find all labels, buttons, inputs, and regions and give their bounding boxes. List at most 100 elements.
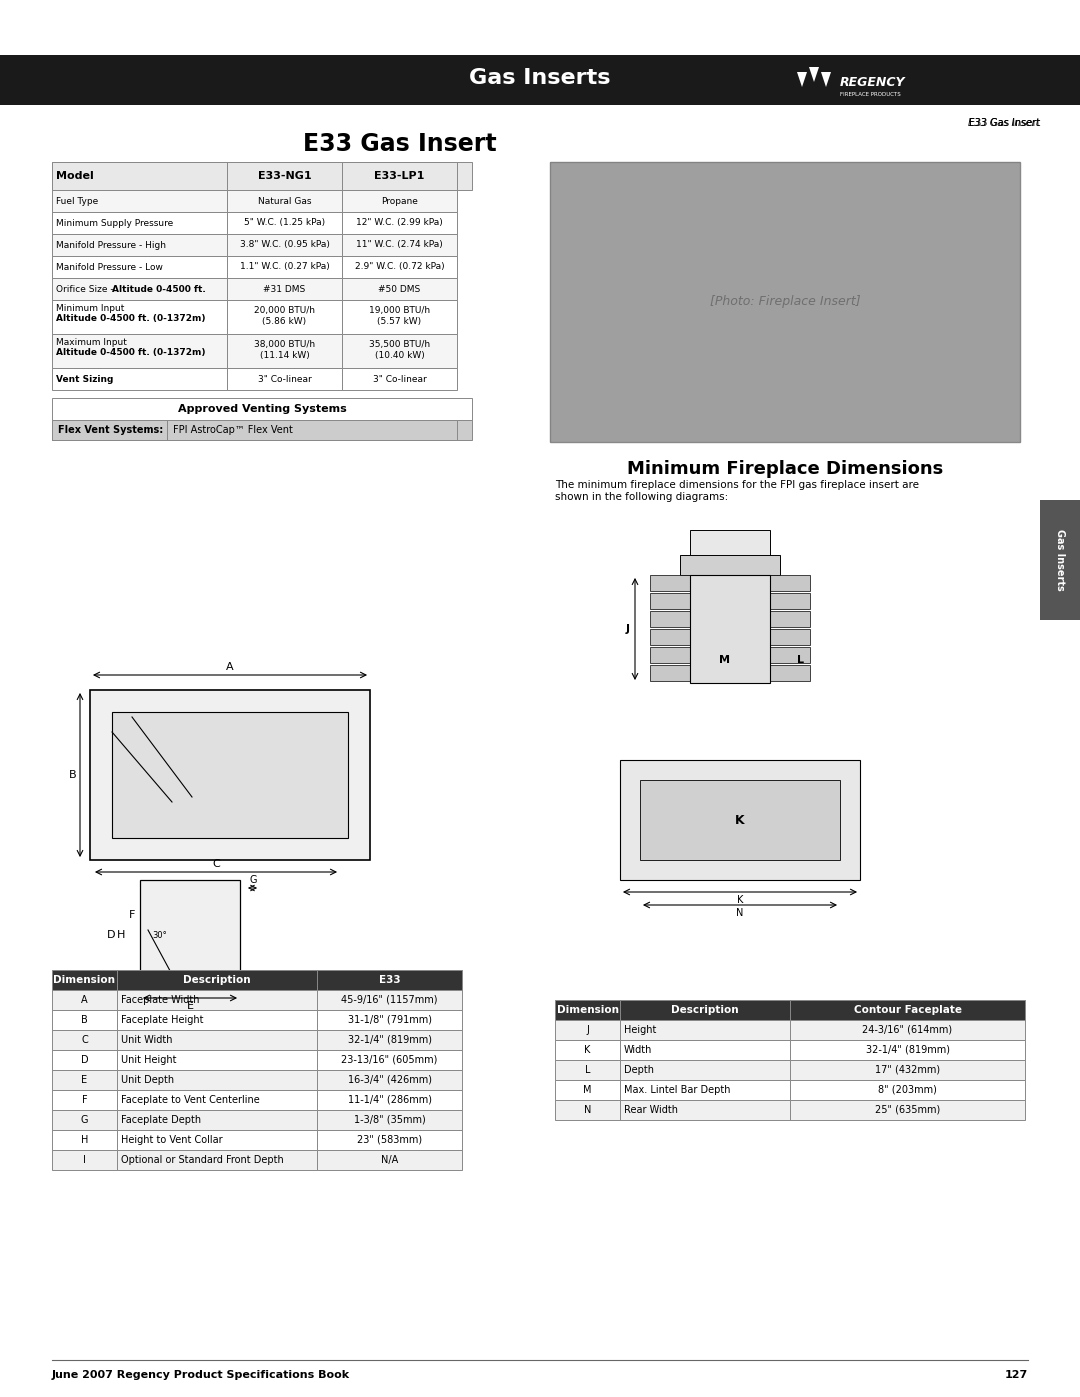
Text: Rear Width: Rear Width (624, 1105, 678, 1115)
Text: 23-13/16" (605mm): 23-13/16" (605mm) (341, 1055, 437, 1065)
Text: Flex Vent Systems:: Flex Vent Systems: (57, 425, 163, 434)
Text: L: L (797, 655, 804, 665)
Text: 31-1/8" (791mm): 31-1/8" (791mm) (348, 1016, 432, 1025)
Text: 30°: 30° (152, 930, 166, 940)
Bar (650, 610, 690, 627)
Bar (342, 334, 457, 367)
Bar (789, 1039, 1025, 1060)
Bar (342, 190, 457, 212)
Bar (52, 278, 227, 300)
Bar (52, 162, 227, 190)
Bar (117, 1010, 318, 1030)
Bar (227, 278, 342, 300)
Bar (620, 1060, 789, 1080)
Text: Optional or Standard Front Depth: Optional or Standard Front Depth (121, 1155, 284, 1165)
Text: 1.1" W.C. (0.27 kPa): 1.1" W.C. (0.27 kPa) (240, 263, 329, 271)
Bar (650, 629, 690, 645)
Bar (52, 190, 227, 212)
Bar (318, 1130, 462, 1150)
Text: 3" Co-linear: 3" Co-linear (373, 374, 427, 384)
Text: Altitude 0-4500 ft. (0-1372m): Altitude 0-4500 ft. (0-1372m) (56, 348, 205, 358)
Bar (318, 1150, 462, 1171)
Bar (342, 278, 457, 300)
Text: 12" W.C. (2.99 kPa): 12" W.C. (2.99 kPa) (356, 218, 443, 228)
Bar (117, 1051, 318, 1070)
Bar (52, 212, 227, 235)
Text: E33 Gas Insert: E33 Gas Insert (303, 131, 497, 156)
Text: J: J (586, 1025, 589, 1035)
Text: Natural Gas: Natural Gas (258, 197, 311, 205)
Bar (650, 647, 690, 664)
Bar (770, 576, 810, 591)
Text: Dimension: Dimension (54, 975, 116, 985)
Text: Faceplate Width: Faceplate Width (121, 995, 200, 1004)
Text: 127: 127 (1004, 1370, 1028, 1380)
Text: Altitude 0-4500 ft. (0-1372m): Altitude 0-4500 ft. (0-1372m) (56, 314, 205, 323)
Text: B: B (68, 770, 76, 780)
Text: 11" W.C. (2.74 kPa): 11" W.C. (2.74 kPa) (356, 240, 443, 250)
Text: B: B (81, 1016, 87, 1025)
Text: G: G (81, 1115, 89, 1125)
Text: (11.14 kW): (11.14 kW) (259, 351, 309, 360)
Text: 1-3/8" (35mm): 1-3/8" (35mm) (353, 1115, 426, 1125)
Text: M: M (719, 655, 730, 665)
Text: Unit Height: Unit Height (121, 1055, 176, 1065)
Polygon shape (821, 73, 831, 87)
Bar (789, 1020, 1025, 1039)
Bar (117, 1150, 318, 1171)
Text: (10.40 kW): (10.40 kW) (375, 351, 424, 360)
Bar (52, 1150, 117, 1171)
Bar (650, 665, 690, 680)
Bar (789, 1099, 1025, 1120)
Bar (342, 300, 457, 334)
Text: N: N (584, 1105, 591, 1115)
Bar (640, 780, 840, 861)
Text: Vent Sizing: Vent Sizing (56, 374, 113, 384)
Bar (555, 1060, 620, 1080)
Bar (52, 256, 227, 278)
Bar (789, 1060, 1025, 1080)
Bar (342, 212, 457, 235)
Bar (555, 1000, 620, 1020)
Text: N/A: N/A (381, 1155, 399, 1165)
Bar (770, 647, 810, 664)
Bar (620, 1099, 789, 1120)
Bar (650, 592, 690, 609)
Text: Faceplate to Vent Centerline: Faceplate to Vent Centerline (121, 1095, 260, 1105)
Text: 38,000 BTU/h: 38,000 BTU/h (254, 339, 315, 349)
Text: J: J (626, 624, 630, 634)
Text: Unit Depth: Unit Depth (121, 1076, 174, 1085)
Bar (117, 1070, 318, 1090)
Text: Faceplate Depth: Faceplate Depth (121, 1115, 201, 1125)
Text: 32-1/4" (819mm): 32-1/4" (819mm) (865, 1045, 949, 1055)
Text: 35,500 BTU/h: 35,500 BTU/h (369, 339, 430, 349)
Bar (789, 1080, 1025, 1099)
Bar (117, 1111, 318, 1130)
Text: REGENCY: REGENCY (840, 75, 905, 88)
Bar (227, 190, 342, 212)
Text: N: N (737, 908, 744, 918)
Text: G: G (249, 875, 257, 886)
Text: Gas Inserts: Gas Inserts (1055, 529, 1065, 591)
Text: Description: Description (184, 975, 251, 985)
Text: Contour Faceplate: Contour Faceplate (853, 1004, 961, 1016)
Bar (620, 760, 860, 880)
Bar (140, 880, 240, 990)
Text: Orifice Size -: Orifice Size - (56, 285, 113, 293)
Text: Maximum Input: Maximum Input (56, 338, 126, 346)
Bar (52, 367, 227, 390)
Bar (650, 576, 690, 591)
Bar (342, 367, 457, 390)
Text: 2.9" W.C. (0.72 kPa): 2.9" W.C. (0.72 kPa) (354, 263, 444, 271)
Text: E: E (81, 1076, 87, 1085)
Text: E33-NG1: E33-NG1 (258, 170, 311, 182)
Text: Unit Width: Unit Width (121, 1035, 173, 1045)
Text: (5.86 kW): (5.86 kW) (262, 317, 307, 326)
Bar (770, 665, 810, 680)
Bar (52, 162, 472, 190)
Bar (52, 1130, 117, 1150)
Text: 19,000 BTU/h: 19,000 BTU/h (369, 306, 430, 314)
Text: Max. Lintel Bar Depth: Max. Lintel Bar Depth (624, 1085, 730, 1095)
Bar (318, 990, 462, 1010)
Bar (117, 970, 318, 990)
